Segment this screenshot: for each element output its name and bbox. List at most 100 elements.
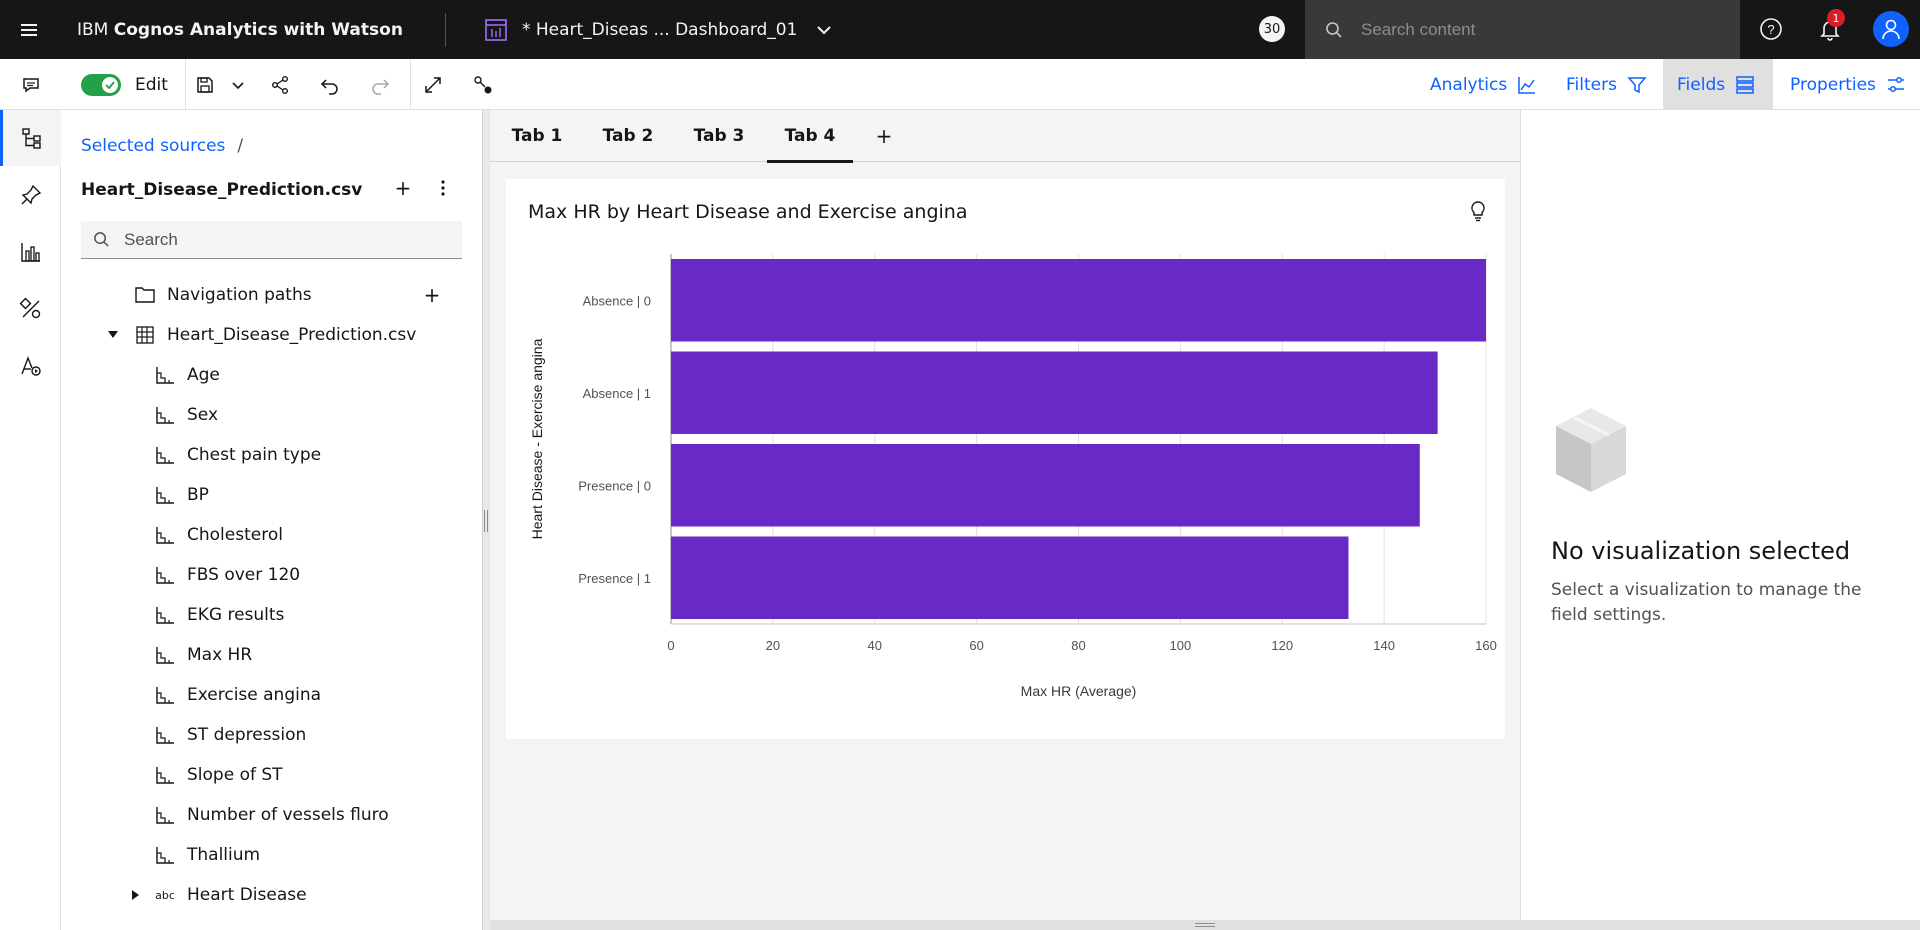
panel-splitter[interactable] — [482, 110, 490, 930]
y-axis-title: Heart Disease - Exercise angina — [529, 338, 545, 539]
caret-right-icon[interactable] — [129, 883, 143, 907]
filters-tab[interactable]: Filters — [1552, 59, 1661, 110]
field-label: Heart Disease — [187, 885, 307, 905]
share-icon[interactable] — [268, 59, 292, 110]
fields-panel: No visualization selected Select a visua… — [1520, 110, 1920, 920]
app-brand: IBM Cognos Analytics with Watson — [77, 19, 403, 40]
measure-icon — [153, 723, 177, 747]
empty-box-icon — [1556, 408, 1626, 492]
add-tab-icon[interactable]: + — [875, 124, 893, 148]
tab-2[interactable]: Tab 2 — [602, 126, 654, 146]
search-content-input[interactable] — [1361, 19, 1701, 40]
heart-disease-field-row[interactable]: abc Heart Disease — [61, 875, 482, 915]
notification-badge: 1 — [1827, 9, 1845, 27]
expand-icon[interactable] — [421, 59, 445, 110]
lightbulb-icon[interactable] — [1466, 199, 1490, 223]
navigation-paths-row[interactable]: Navigation paths — [61, 275, 482, 315]
bottom-splitter[interactable] — [490, 920, 1920, 930]
tab-1[interactable]: Tab 1 — [511, 126, 563, 146]
comment-icon[interactable] — [0, 59, 61, 110]
menu-icon[interactable] — [0, 0, 57, 59]
field-row[interactable]: Cholesterol — [61, 515, 482, 555]
source-search-box[interactable] — [81, 221, 462, 259]
field-label: Number of vessels fluro — [187, 805, 389, 825]
field-row[interactable]: Number of vessels fluro — [61, 795, 482, 835]
field-row[interactable]: Age — [61, 355, 482, 395]
edit-toggle[interactable]: Edit — [81, 59, 168, 110]
tab-bar: Tab 1 Tab 2 Tab 3 Tab 4 + — [490, 110, 1520, 163]
analytics-tab[interactable]: Analytics — [1416, 59, 1551, 110]
assistant-icon[interactable] — [0, 338, 61, 394]
breadcrumb: Selected sources / — [81, 136, 243, 156]
bottom-grip-icon[interactable] — [1195, 923, 1215, 927]
left-rail — [0, 110, 61, 930]
selected-sources-link[interactable]: Selected sources — [81, 136, 226, 156]
navigation-paths-label: Navigation paths — [167, 285, 312, 305]
search-icon — [94, 232, 109, 247]
table-row[interactable]: Heart_Disease_Prediction.csv — [61, 315, 482, 355]
empty-state-title: No visualization selected — [1551, 537, 1851, 565]
field-row[interactable]: Slope of ST — [61, 755, 482, 795]
top-bar: IBM Cognos Analytics with Watson * Heart… — [0, 0, 1920, 59]
field-label: Chest pain type — [187, 445, 322, 465]
measure-icon — [153, 483, 177, 507]
save-menu-chevron-icon[interactable] — [228, 59, 248, 110]
help-icon[interactable]: ? — [1756, 14, 1786, 44]
caret-down-icon[interactable] — [103, 323, 123, 347]
fields-tab[interactable]: Fields — [1663, 59, 1773, 110]
x-tick-label: 60 — [969, 638, 983, 653]
field-row[interactable]: Sex — [61, 395, 482, 435]
field-row[interactable]: Chest pain type — [61, 435, 482, 475]
redo-icon[interactable] — [368, 59, 392, 110]
tab-3[interactable]: Tab 3 — [693, 126, 745, 146]
bar — [671, 444, 1420, 527]
splitter-grip-icon[interactable] — [484, 510, 488, 532]
field-row[interactable]: FBS over 120 — [61, 555, 482, 595]
properties-tab[interactable]: Properties — [1776, 59, 1920, 110]
user-avatar-icon[interactable] — [1873, 11, 1909, 47]
visualizations-icon[interactable] — [0, 224, 61, 280]
breadcrumb-separator: / — [237, 136, 244, 156]
field-label: BP — [187, 485, 209, 505]
text-field-icon: abc — [155, 888, 175, 902]
edit-label: Edit — [135, 74, 168, 95]
field-row[interactable]: Thallium — [61, 835, 482, 875]
pin-icon[interactable] — [0, 167, 61, 223]
overflow-menu-icon[interactable] — [431, 176, 455, 200]
data-source-panel: Selected sources / Heart_Disease_Predicti… — [61, 110, 482, 930]
analytics-icon — [1518, 76, 1536, 94]
toolbar: Edit Analytics Filters Fields Properties — [0, 59, 1920, 110]
field-row[interactable]: Exercise angina — [61, 675, 482, 715]
count-badge[interactable]: 30 — [1259, 16, 1285, 42]
add-navigation-path-icon[interactable]: + — [423, 283, 441, 307]
analytics-label: Analytics — [1430, 74, 1508, 95]
field-label: FBS over 120 — [187, 565, 301, 585]
save-icon[interactable] — [193, 59, 217, 110]
tab-4[interactable]: Tab 4 — [767, 110, 853, 163]
x-tick-label: 160 — [1475, 638, 1497, 653]
connection-icon[interactable] — [471, 59, 495, 110]
field-label: Max HR — [187, 645, 253, 665]
field-row[interactable]: Max HR — [61, 635, 482, 675]
chart-widget[interactable]: Max HR by Heart Disease and Exercise ang… — [506, 179, 1505, 739]
field-row[interactable]: EKG results — [61, 595, 482, 635]
dashboard-title[interactable]: * Heart_Diseas ... Dashboard_01 — [521, 19, 798, 40]
measure-icon — [153, 363, 177, 387]
empty-state-description: Select a visualization to manage the fie… — [1551, 580, 1862, 625]
source-search-input[interactable] — [124, 229, 444, 250]
dashboard-canvas: Tab 1 Tab 2 Tab 3 Tab 4 + Max HR by Hear… — [490, 110, 1520, 920]
add-source-icon[interactable]: + — [394, 176, 412, 200]
search-icon — [1326, 21, 1342, 38]
data-sources-icon[interactable] — [0, 110, 61, 166]
y-tick-label: Absence | 0 — [583, 293, 651, 308]
field-label: Exercise angina — [187, 685, 322, 705]
search-content-bar[interactable] — [1305, 0, 1740, 59]
undo-icon[interactable] — [318, 59, 342, 110]
widgets-icon[interactable] — [0, 281, 61, 337]
measure-icon — [153, 803, 177, 827]
toggle-switch[interactable] — [81, 73, 121, 96]
chevron-down-icon[interactable] — [815, 21, 833, 39]
field-label: Thallium — [187, 845, 261, 865]
field-row[interactable]: BP — [61, 475, 482, 515]
field-row[interactable]: ST depression — [61, 715, 482, 755]
